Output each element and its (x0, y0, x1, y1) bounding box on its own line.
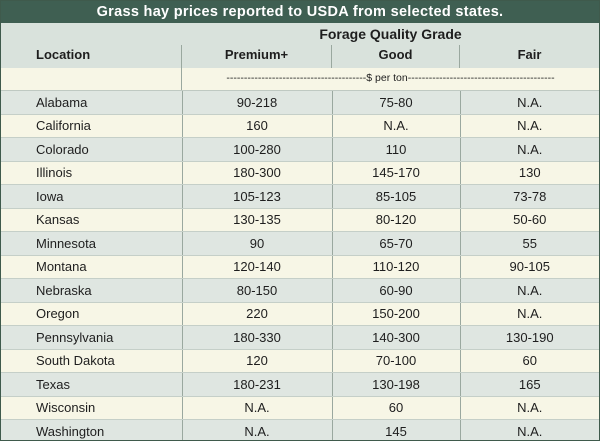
table-row: Pennsylvania 180-330 140-300 130-190 (1, 325, 599, 350)
location-cell: Colorado (1, 137, 182, 162)
location-cell: Washington (1, 419, 182, 440)
premium-price-cell: 90-218 (181, 91, 332, 115)
premium-price-cell: 120 (181, 349, 332, 373)
fair-price-cell: 50-60 (459, 208, 599, 232)
units-label: ----------------------------------------… (226, 72, 555, 84)
good-price-cell: 110 (331, 137, 460, 162)
location-cell: California (1, 114, 182, 138)
location-cell: Texas (1, 372, 182, 397)
location-cell: Iowa (1, 184, 182, 209)
good-price-cell: 65-70 (331, 231, 460, 256)
location-cell: South Dakota (1, 349, 182, 373)
table-row: Nebraska 80-150 60-90 N.A. (1, 278, 599, 303)
table-row: Iowa 105-123 85-105 73-78 (1, 184, 599, 209)
group-header-label: Forage Quality Grade (319, 26, 462, 42)
good-price-cell: 150-200 (331, 302, 460, 326)
table-title: Grass hay prices reported to USDA from s… (1, 1, 599, 23)
premium-price-cell: 180-300 (181, 161, 332, 185)
fair-price-cell: 165 (459, 372, 599, 397)
location-cell: Illinois (1, 161, 182, 185)
premium-price-cell: 220 (181, 302, 332, 326)
good-price-cell: 85-105 (331, 184, 460, 209)
table-row: Washington N.A. 145 N.A. (1, 419, 599, 440)
good-price-cell: 130-198 (331, 372, 460, 397)
good-price-cell: 60 (331, 396, 460, 420)
price-table: Alabama 90-218 75-80 N.A. California 160 N.A. N… (1, 91, 599, 440)
good-price-cell: 75-80 (331, 91, 460, 115)
location-cell: Wisconsin (1, 396, 182, 420)
table-row: Oregon 220 150-200 N.A. (1, 302, 599, 326)
location-cell: Kansas (1, 208, 182, 232)
good-price-cell: 110-120 (331, 255, 460, 279)
premium-price-cell: 180-330 (181, 325, 332, 350)
good-price-cell: 145 (331, 419, 460, 440)
good-price-cell: 80-120 (331, 208, 460, 232)
table-row: Montana 120-140 110-120 90-105 (1, 255, 599, 279)
good-price-cell: 145-170 (331, 161, 460, 185)
premium-price-cell: 120-140 (181, 255, 332, 279)
table-row: Minnesota 90 65-70 55 (1, 231, 599, 256)
good-column-header: Good (378, 47, 413, 62)
table-row: California 160 N.A. N.A. (1, 114, 599, 138)
fair-price-cell: N.A. (459, 278, 599, 303)
fair-price-cell: 55 (459, 231, 599, 256)
column-divider (459, 45, 460, 68)
fair-price-cell: N.A. (459, 137, 599, 162)
location-cell: Oregon (1, 302, 182, 326)
good-price-cell: 60-90 (331, 278, 460, 303)
fair-price-cell: N.A. (459, 302, 599, 326)
fair-price-cell: 90-105 (459, 255, 599, 279)
table-row: Wisconsin N.A. 60 N.A. (1, 396, 599, 420)
fair-price-cell: 73-78 (459, 184, 599, 209)
premium-price-cell: N.A. (181, 419, 332, 440)
table-row: Colorado 100-280 110 N.A. (1, 137, 599, 162)
premium-price-cell: 100-280 (181, 137, 332, 162)
premium-price-cell: 105-123 (181, 184, 332, 209)
good-price-cell: 140-300 (331, 325, 460, 350)
fair-price-cell: N.A. (459, 91, 599, 115)
fair-price-cell: 130 (459, 161, 599, 185)
column-divider (181, 45, 182, 68)
location-cell: Montana (1, 255, 182, 279)
location-cell: Pennsylvania (1, 325, 182, 350)
premium-price-cell: 160 (181, 114, 332, 138)
table-row: Illinois 180-300 145-170 130 (1, 161, 599, 185)
good-price-cell: 70-100 (331, 349, 460, 373)
location-column-header: Location (36, 47, 91, 62)
fair-price-cell: N.A. (459, 114, 599, 138)
good-price-cell: N.A. (331, 114, 460, 138)
table-header: Forage Quality Grade Location Premium+ G… (1, 23, 599, 68)
location-cell: Alabama (1, 91, 182, 115)
premium-price-cell: 180-231 (181, 372, 332, 397)
price-table-body: Alabama 90-218 75-80 N.A. California 160 N.A. N… (1, 91, 599, 440)
units-row: ----------------------------------------… (1, 68, 599, 91)
premium-price-cell: N.A. (181, 396, 332, 420)
fair-price-cell: 60 (459, 349, 599, 373)
table-row: South Dakota 120 70-100 60 (1, 349, 599, 373)
location-cell: Minnesota (1, 231, 182, 256)
location-cell: Nebraska (1, 278, 182, 303)
table-row: Kansas 130-135 80-120 50-60 (1, 208, 599, 232)
table-row: Alabama 90-218 75-80 N.A. (1, 91, 599, 115)
premium-price-cell: 80-150 (181, 278, 332, 303)
column-divider (331, 45, 332, 68)
premium-price-cell: 130-135 (181, 208, 332, 232)
fair-price-cell: N.A. (459, 419, 599, 440)
column-divider (181, 68, 182, 90)
table-row: Texas 180-231 130-198 165 (1, 372, 599, 397)
premium-price-cell: 90 (181, 231, 332, 256)
fair-price-cell: 130-190 (459, 325, 599, 350)
fair-column-header: Fair (517, 47, 542, 62)
premium-column-header: Premium+ (224, 47, 289, 62)
fair-price-cell: N.A. (459, 396, 599, 420)
